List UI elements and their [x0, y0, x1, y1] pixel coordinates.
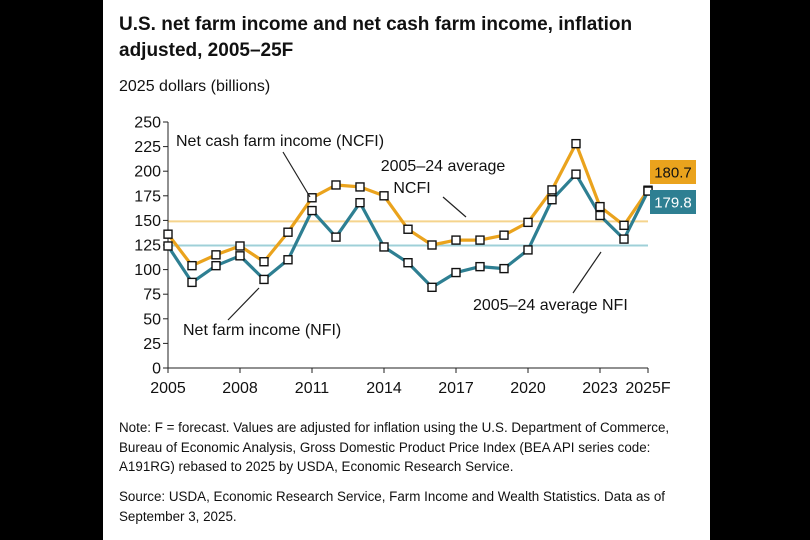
data-point-ncfi — [163, 229, 173, 239]
end-value-labels: 180.7 179.8 — [650, 160, 696, 214]
y-axis-label: 2025 dollars (billions) — [119, 78, 271, 95]
x-tick-label: 2017 — [438, 380, 474, 397]
data-point-ncfi — [427, 240, 437, 250]
data-point-ncfi — [403, 224, 413, 234]
data-point-ncfi — [619, 220, 629, 231]
data-point-nfi — [379, 242, 389, 252]
data-points — [163, 138, 653, 293]
chart-note: Note: F = forecast. Values are adjusted … — [119, 420, 670, 474]
y-tick-label: 225 — [134, 139, 161, 156]
data-point-nfi — [595, 210, 605, 221]
x-tick-label: 2005 — [150, 380, 186, 397]
data-point-ncfi — [571, 138, 581, 149]
ncfi-series-label: Net cash farm income (NCFI) — [176, 133, 384, 150]
y-tick-label: 100 — [134, 262, 161, 279]
y-tick-label: 175 — [134, 188, 161, 205]
y-tick-label: 150 — [134, 213, 161, 230]
y-tick-label: 75 — [143, 287, 161, 304]
nfi-series-label: Net farm income (NFI) — [183, 322, 341, 339]
data-point-ncfi — [379, 191, 389, 201]
line-chart: 0 25 50 75 100 125 150 175 200 225 250 2005 2008 2011… — [134, 115, 696, 398]
axes: 0 25 50 75 100 125 150 175 200 225 250 2005 2008 2011… — [134, 115, 671, 398]
x-tick-label: 2008 — [222, 380, 258, 397]
data-point-ncfi — [307, 193, 317, 203]
data-point-ncfi — [187, 260, 197, 271]
data-point-nfi — [259, 274, 269, 285]
y-tick-label: 0 — [152, 361, 161, 378]
data-point-nfi — [619, 234, 629, 244]
data-point-ncfi — [475, 235, 485, 245]
end-label-box — [650, 190, 696, 214]
avg-ncfi-label-line1: 2005–24 average — [381, 158, 506, 175]
data-point-nfi — [235, 251, 245, 261]
data-point-nfi — [163, 241, 173, 251]
x-tick-label: 2014 — [366, 380, 402, 397]
y-tick-label: 50 — [143, 311, 161, 328]
annotations: Net cash farm income (NCFI) 2005–24 aver… — [176, 133, 628, 339]
x-tick-label: 2011 — [295, 380, 330, 397]
end-value-label: 179.8 — [654, 195, 692, 212]
data-point-ncfi — [331, 180, 341, 190]
y-tick-label: 125 — [134, 238, 161, 255]
end-label-box — [650, 160, 696, 184]
data-point-nfi — [523, 245, 533, 255]
x-tick-label: 2020 — [510, 380, 546, 397]
data-point-nfi — [475, 261, 485, 272]
avg-nfi-leader-line — [572, 251, 602, 294]
data-point-nfi — [331, 232, 341, 242]
data-point-nfi — [451, 267, 461, 278]
data-point-nfi — [355, 197, 365, 208]
data-point-ncfi — [547, 185, 557, 195]
nfi-leader-line — [227, 287, 260, 321]
data-point-nfi — [307, 205, 317, 216]
data-point-nfi — [403, 258, 413, 268]
data-point-nfi — [499, 263, 509, 274]
data-point-nfi — [187, 277, 197, 288]
data-point-ncfi — [259, 257, 269, 267]
chart-title: U.S. net farm income and net cash farm i… — [119, 14, 633, 61]
end-value-label: 180.7 — [654, 165, 692, 182]
y-tick-label: 200 — [134, 164, 161, 181]
x-tick-label: 2023 — [582, 380, 618, 397]
data-point-ncfi — [235, 241, 245, 251]
avg-nfi-label: 2005–24 average NFI — [473, 297, 628, 314]
data-point-nfi — [211, 260, 221, 271]
data-point-ncfi — [523, 217, 533, 228]
data-point-ncfi — [451, 235, 461, 245]
chart-card: U.S. net farm income and net cash farm i… — [103, 0, 710, 540]
data-point-ncfi — [355, 182, 365, 192]
avg-ncfi-label-line2: NCFI — [393, 180, 430, 197]
data-point-nfi — [571, 169, 581, 179]
data-point-ncfi — [499, 230, 509, 240]
x-tick-label: 2025F — [625, 380, 671, 397]
data-point-nfi — [283, 255, 293, 265]
data-point-ncfi — [211, 250, 221, 260]
data-point-ncfi — [283, 227, 293, 237]
data-point-nfi — [547, 195, 557, 205]
y-tick-label: 250 — [134, 115, 161, 132]
ncfi-leader-line — [282, 151, 311, 198]
data-point-ncfi — [595, 201, 605, 212]
avg-ncfi-leader-line — [442, 196, 467, 218]
reference-lines — [168, 220, 648, 247]
chart-source: Source: USDA, Economic Research Service,… — [119, 489, 666, 524]
data-point-nfi — [427, 282, 437, 293]
y-tick-label: 25 — [143, 336, 161, 353]
